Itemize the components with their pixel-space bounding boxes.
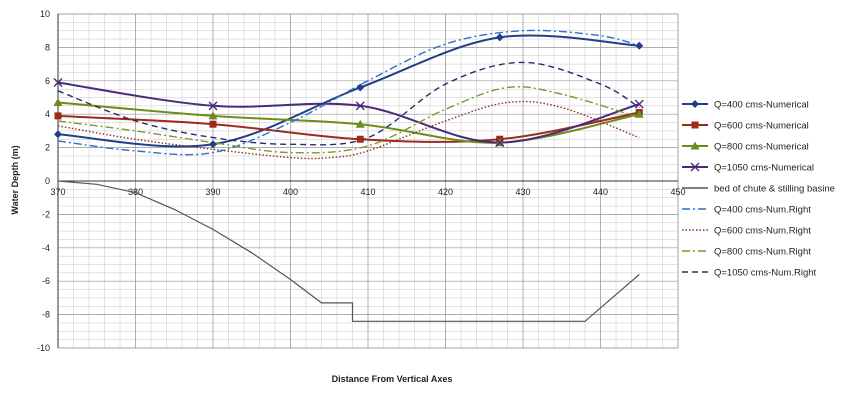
data-point-marker xyxy=(690,141,700,150)
data-point-marker xyxy=(209,120,217,128)
x-tick-label: 420 xyxy=(438,187,453,197)
y-tick-label: -2 xyxy=(42,209,50,219)
legend-item: Q=400 cms-Num.Right xyxy=(682,205,811,216)
legend-item: Q=600 cms-Numerical xyxy=(682,121,809,132)
data-point-marker xyxy=(208,111,218,120)
legend-label: Q=1050 cms-Numerical xyxy=(714,163,814,174)
y-tick-label: -10 xyxy=(37,343,50,353)
y-tick-label: -8 xyxy=(42,310,50,320)
data-point-marker xyxy=(690,162,700,172)
legend-label: Q=400 cms-Num.Right xyxy=(714,205,811,216)
legend-label: Q=800 cms-Num.Right xyxy=(714,247,811,258)
data-point-marker xyxy=(634,109,644,118)
y-tick-label: 10 xyxy=(40,9,50,19)
data-point-marker xyxy=(691,121,699,129)
data-point-marker xyxy=(635,41,644,50)
legend-item: Q=400 cms-Numerical xyxy=(682,100,809,111)
data-point-marker xyxy=(54,112,62,120)
axes: -10 -8 -6 -4 -2 0 2 4 6 8 10 370 380 390 400 410 420 430 4… xyxy=(37,9,686,353)
legend-item: bed of chute & stilling basine xyxy=(682,184,835,195)
y-tick-label: -6 xyxy=(42,276,50,286)
series-line-8 xyxy=(57,86,640,154)
legend-label: Q=1050 cms-Num.Right xyxy=(714,268,817,279)
x-tick-label: 410 xyxy=(360,187,375,197)
data-point-marker xyxy=(691,100,699,108)
series-line-7 xyxy=(57,100,640,160)
data-point-marker xyxy=(355,119,365,128)
legend-label: bed of chute & stilling basine xyxy=(714,184,835,195)
y-tick-label: 8 xyxy=(45,42,50,52)
y-tick-label: 6 xyxy=(45,76,50,86)
legend-item: Q=1050 cms-Numerical xyxy=(682,163,814,174)
data-point-marker xyxy=(54,130,62,139)
data-point-marker xyxy=(53,98,63,107)
x-tick-label: 430 xyxy=(515,187,530,197)
y-tick-label: 2 xyxy=(45,143,50,153)
x-axis-title: Distance From Vertical Axes xyxy=(332,374,453,384)
x-tick-label: 370 xyxy=(50,187,65,197)
x-tick-label: 400 xyxy=(283,187,298,197)
legend-item: Q=800 cms-Numerical xyxy=(682,141,809,153)
y-axis-title: Water Depth (m) xyxy=(10,145,20,214)
data-point-marker xyxy=(209,140,217,149)
data-point-marker xyxy=(208,101,218,111)
legend-item: Q=800 cms-Num.Right xyxy=(682,247,811,258)
legend-label: Q=800 cms-Numerical xyxy=(714,142,809,153)
y-tick-label: 4 xyxy=(45,109,50,119)
data-point-marker xyxy=(356,83,365,92)
data-point-marker xyxy=(355,101,365,111)
legend-label: Q=400 cms-Numerical xyxy=(714,100,809,111)
x-tick-label: 380 xyxy=(128,187,143,197)
y-tick-label: 0 xyxy=(45,176,50,186)
legend-item: Q=1050 cms-Num.Right xyxy=(682,268,817,279)
x-tick-label: 440 xyxy=(593,187,608,197)
data-point-marker xyxy=(356,135,364,143)
legend-label: Q=600 cms-Numerical xyxy=(714,121,809,132)
data-point-marker xyxy=(53,77,63,87)
data-point-marker xyxy=(634,99,644,109)
data-point-marker xyxy=(495,138,505,148)
x-tick-label: 390 xyxy=(205,187,220,197)
legend: Q=400 cms-Numerical Q=600 cms-Numerical Q=… xyxy=(682,100,835,279)
x-tick-label: 450 xyxy=(670,187,685,197)
legend-label: Q=600 cms-Num.Right xyxy=(714,226,811,237)
series-markers xyxy=(53,33,644,149)
series-line-9 xyxy=(57,61,640,146)
data-point-marker xyxy=(495,33,504,42)
y-tick-label: -4 xyxy=(42,243,50,253)
series-line-5 xyxy=(57,180,640,322)
legend-item: Q=600 cms-Num.Right xyxy=(682,226,811,237)
series-line-6 xyxy=(57,29,640,156)
